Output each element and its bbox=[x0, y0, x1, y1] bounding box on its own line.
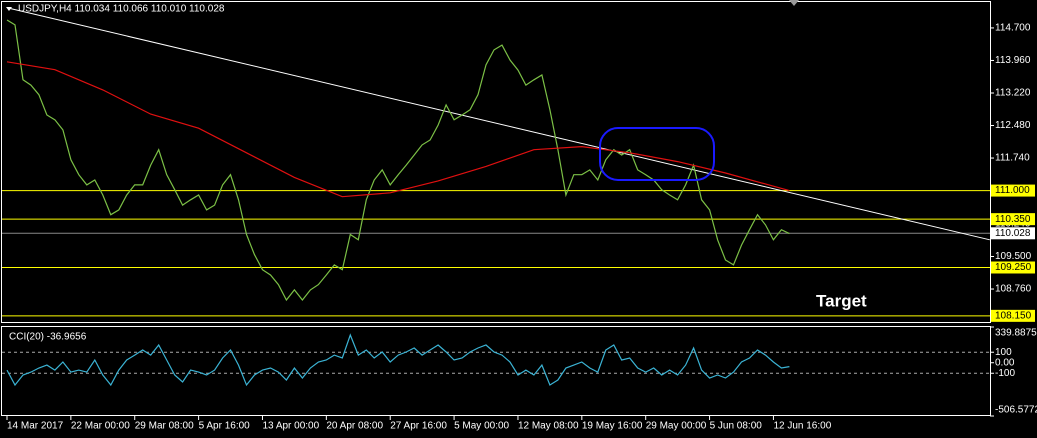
y-tick-label: 0.00 bbox=[995, 357, 1015, 368]
y-tick-label: 109.500 bbox=[995, 251, 1032, 262]
x-tick-label: 14 Mar 2017 bbox=[7, 421, 64, 432]
level-label: 111.000 bbox=[995, 185, 1030, 196]
series-line bbox=[6, 333, 790, 387]
level-label-bg bbox=[991, 184, 1035, 197]
current-price-bg bbox=[991, 227, 1035, 240]
y-tick-label: 108.760 bbox=[995, 284, 1032, 295]
y-tick-label: -100 bbox=[995, 368, 1015, 379]
series-line bbox=[6, 61, 790, 198]
y-tick-label: 113.220 bbox=[995, 88, 1031, 99]
cci-panel-frame bbox=[1, 326, 991, 416]
series-line bbox=[6, 19, 790, 302]
x-tick-label: 5 May 00:00 bbox=[454, 421, 509, 432]
level-label-bg bbox=[991, 213, 1035, 226]
y-tick-label: -506.5772 bbox=[995, 405, 1037, 416]
x-tick-label: 19 May 16:00 bbox=[582, 421, 643, 432]
y-tick-label: 113.960 bbox=[995, 55, 1031, 66]
x-tick-label: 29 May 00:00 bbox=[646, 421, 707, 432]
chart-title: USDJPY,H4 110.034 110.066 110.010 110.02… bbox=[18, 4, 225, 15]
y-tick-label: 111.740 bbox=[995, 153, 1030, 164]
price-panel-frame bbox=[1, 1, 991, 323]
shift-marker bbox=[789, 0, 799, 6]
level-label: 108.150 bbox=[995, 310, 1032, 321]
x-tick-label: 13 Apr 00:00 bbox=[262, 421, 319, 432]
trendline bbox=[6, 7, 990, 241]
x-tick-label: 29 Mar 08:00 bbox=[135, 421, 194, 432]
x-tick-label: 27 Apr 16:00 bbox=[390, 421, 447, 432]
level-label: 110.350 bbox=[995, 214, 1031, 225]
y-tick-label: 100 bbox=[995, 347, 1012, 358]
annotation: Target bbox=[816, 291, 867, 310]
x-tick-label: 20 Apr 08:00 bbox=[326, 421, 383, 432]
cci-title: CCI(20) -36.9656 bbox=[9, 332, 87, 343]
y-tick-label: 339.8875 bbox=[995, 328, 1037, 339]
level-label-bg bbox=[991, 309, 1035, 322]
x-tick-label: 5 Jun 08:00 bbox=[710, 421, 763, 432]
y-tick-label: 114.700 bbox=[995, 23, 1031, 34]
level-label: 109.250 bbox=[995, 262, 1032, 273]
plots: 114.700113.960113.220112.480111.740110.2… bbox=[2, 7, 1037, 432]
x-tick-label: 12 Jun 16:00 bbox=[773, 421, 831, 432]
y-tick-label: 112.480 bbox=[995, 120, 1031, 131]
x-tick-label: 12 May 08:00 bbox=[518, 421, 579, 432]
x-tick-label: 5 Apr 16:00 bbox=[199, 421, 251, 432]
x-tick-label: 22 Mar 00:00 bbox=[71, 421, 130, 432]
current-price-label: 110.028 bbox=[995, 228, 1031, 239]
level-label-bg bbox=[991, 261, 1035, 274]
highlight-box bbox=[599, 127, 715, 181]
